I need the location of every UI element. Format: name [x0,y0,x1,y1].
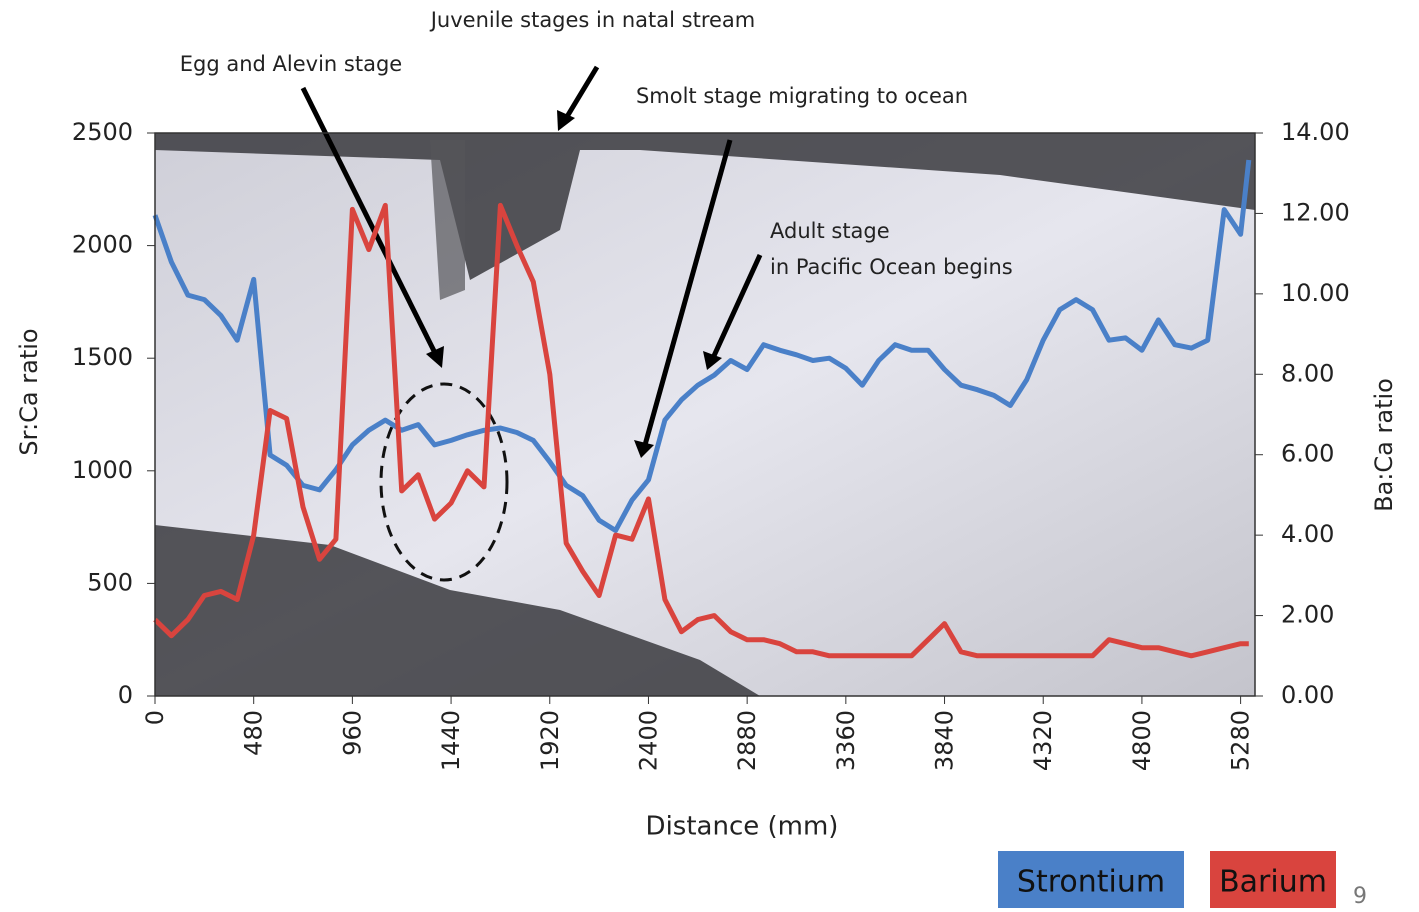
y-tick-label: 1500 [72,343,133,371]
y-tick-label: 500 [87,568,133,596]
x-tick-label: 3840 [931,710,959,771]
x-tick-label: 4320 [1029,710,1057,771]
y2-tick-label: 6.00 [1281,440,1334,468]
x-tick-label: 480 [240,710,268,756]
background-image [155,133,1255,696]
x-tick-label: 0 [141,710,169,725]
y2-axis-label: Ba:Ca ratio [1370,378,1398,512]
x-axis-label: Distance (mm) [646,812,839,842]
x-tick-label: 1440 [437,710,465,771]
annotation: Smolt stage migrating to ocean [636,84,968,108]
x-tick-label: 5280 [1227,710,1255,771]
y2-tick-label: 0.00 [1281,681,1334,709]
y2-tick-label: 2.00 [1281,601,1334,629]
x-tick-label: 2400 [634,710,662,771]
y-tick-label: 2500 [72,118,133,146]
y2-tick-label: 14.00 [1281,118,1350,146]
x-tick-label: 960 [338,710,366,756]
chart: Sr:Ca ratio Ba:Ca ratio Distance (mm) 9 … [0,0,1419,908]
x-tick-label: 4800 [1128,710,1156,771]
y-axis-label: Sr:Ca ratio [15,328,43,455]
page-number: 9 [1353,884,1367,908]
annotation: Adult stage [770,219,890,243]
y-tick-label: 2000 [72,231,133,259]
y-tick-label: 0 [118,681,133,709]
legend-label: Strontium [1017,865,1165,900]
y-tick-label: 1000 [72,456,133,484]
x-tick-label: 3360 [832,710,860,771]
legend-label: Barium [1219,865,1327,900]
annotation: Juvenile stages in natal stream [429,8,756,32]
y2-tick-label: 12.00 [1281,198,1350,226]
annotation: in Pacific Ocean begins [770,255,1013,279]
x-tick-label: 2880 [733,710,761,771]
y2-tick-label: 10.00 [1281,279,1350,307]
x-tick-label: 1920 [536,710,564,771]
annotation: Egg and Alevin stage [180,52,402,76]
y2-tick-label: 4.00 [1281,520,1334,548]
y2-tick-label: 8.00 [1281,359,1334,387]
